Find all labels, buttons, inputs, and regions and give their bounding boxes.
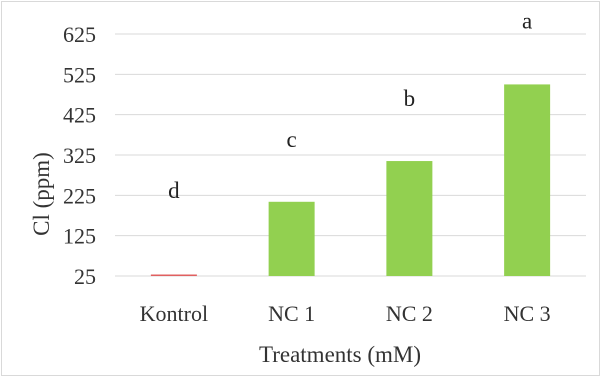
y-tick-label: 125 xyxy=(63,224,96,249)
data-label: c xyxy=(287,127,297,152)
y-tick-label: 25 xyxy=(74,264,96,289)
y-tick-label: 425 xyxy=(63,103,96,128)
x-tick-label: NC 3 xyxy=(504,301,551,326)
y-tick-labels: 25 125 225 325 425 525 625 xyxy=(63,22,96,289)
x-tick-label: NC 1 xyxy=(268,301,315,326)
data-label: b xyxy=(404,86,416,111)
data-label: d xyxy=(168,178,180,203)
y-tick-label: 625 xyxy=(63,22,96,47)
x-tick-label: NC 2 xyxy=(386,301,433,326)
y-tick-label: 325 xyxy=(63,143,96,168)
data-labels: d c b a xyxy=(168,8,532,202)
x-tick-labels: Kontrol NC 1 NC 2 NC 3 xyxy=(140,301,551,326)
x-tick-label: Kontrol xyxy=(140,301,208,326)
y-tick-label: 225 xyxy=(63,183,96,208)
bar-nc-1 xyxy=(268,201,315,276)
data-label: a xyxy=(522,8,532,33)
y-axis-title: Cl (ppm) xyxy=(29,152,54,236)
bar-kontrol xyxy=(150,274,197,276)
y-tick-label: 525 xyxy=(63,62,96,87)
bar-nc-3 xyxy=(504,84,551,277)
bars xyxy=(150,84,551,277)
x-axis-title: Treatments (mM) xyxy=(259,342,421,367)
bar-nc-2 xyxy=(386,161,433,276)
